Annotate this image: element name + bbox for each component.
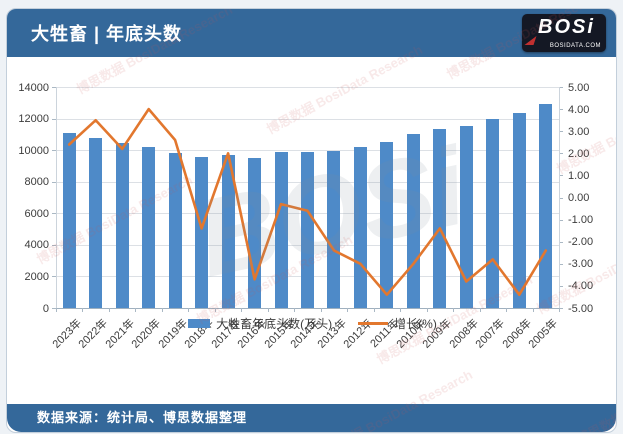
bar-2011年 — [380, 141, 394, 308]
y-axis-tick-label: 8000 — [24, 176, 49, 189]
data-source-text: 数据来源：统计局、博思数据整理 — [37, 410, 248, 425]
y-axis-tick — [52, 276, 56, 278]
logo-caption: BOSIDATA.COM — [549, 43, 601, 49]
secondary-y-tick-label: -2.00 — [568, 236, 594, 249]
chart: 0 2000 4000 6000 8000 10000 12000 14000 -5.00 -4.… — [7, 57, 616, 404]
legend-swatch-bar — [188, 319, 211, 328]
y-axis-tick-label: 0 — [42, 302, 49, 315]
bar-2014年 — [301, 151, 314, 308]
y-axis-tick — [52, 181, 56, 183]
y-axis-tick — [52, 213, 56, 215]
x-axis-tick — [479, 308, 481, 312]
y-axis-tick-label: 10000 — [18, 144, 49, 157]
secondary-y-tick — [559, 109, 563, 111]
y-axis-tick-label: 6000 — [24, 207, 49, 220]
footer: 数据来源：统计局、博思数据整理 — [7, 404, 616, 432]
secondary-y-tick — [559, 87, 563, 88]
x-axis-tick — [267, 308, 269, 312]
legend-label-line: 增长(%) — [394, 317, 437, 331]
secondary-y-tick-label: -1.00 — [568, 214, 594, 227]
x-axis-tick — [373, 308, 375, 312]
x-axis-tick — [320, 308, 322, 312]
growth-line-series — [67, 107, 548, 296]
secondary-y-tick — [559, 263, 563, 265]
bar-2010年 — [406, 134, 420, 308]
logo-text: BOSi — [538, 16, 595, 38]
secondary-y-tick — [559, 308, 563, 309]
secondary-y-tick — [559, 241, 563, 243]
x-axis-tick — [241, 308, 243, 312]
bar-2017年 — [221, 154, 235, 308]
x-axis-tick — [506, 308, 508, 312]
gridline — [56, 150, 559, 152]
secondary-y-tick-label: 3.00 — [568, 125, 590, 138]
x-axis-tick — [82, 308, 84, 312]
secondary-y-tick — [559, 219, 563, 221]
gridline — [56, 87, 559, 88]
chart-legend: 大牲畜年底头数(万头) 增长(%) — [7, 315, 616, 332]
legend-item-line: 增长(%) — [358, 315, 437, 332]
x-axis-tick — [108, 308, 110, 312]
x-axis-tick — [161, 308, 163, 312]
y-axis-tick — [52, 308, 56, 309]
brand-logo: BOSi BOSIDATA.COM — [522, 14, 606, 52]
secondary-y-tick-label: 4.00 — [568, 103, 590, 116]
x-axis-tick — [294, 308, 296, 312]
secondary-y-tick — [559, 285, 563, 287]
bar-2013年 — [327, 150, 341, 308]
y-axis-tick — [52, 244, 56, 246]
secondary-y-tick-label: 0.00 — [568, 192, 590, 204]
y-axis-line — [56, 87, 57, 308]
x-axis-tick — [347, 308, 349, 312]
x-axis-tick — [188, 308, 190, 312]
secondary-y-axis-line — [559, 87, 560, 308]
report-frame: 大牲畜 | 年底头数 BOSi BOSIDATA.COM 0 2000 4000 60… — [6, 8, 617, 433]
legend-swatch-line — [358, 322, 389, 325]
bar-2006年 — [512, 113, 526, 308]
secondary-y-tick-label: -5.00 — [568, 302, 594, 315]
secondary-y-tick — [559, 197, 563, 199]
bar-2015年 — [274, 152, 288, 308]
y-axis-tick — [52, 150, 56, 152]
bar-2022年 — [89, 137, 103, 308]
y-axis-tick — [52, 118, 56, 120]
x-axis-tick — [135, 308, 137, 312]
secondary-y-tick-label: -3.00 — [568, 258, 594, 271]
secondary-y-tick — [559, 131, 563, 133]
y-axis-tick-label: 4000 — [24, 239, 49, 252]
secondary-y-tick — [559, 175, 563, 177]
bar-2018年 — [195, 156, 209, 308]
secondary-y-tick-label: 2.00 — [568, 147, 590, 160]
x-axis-tick — [400, 308, 402, 312]
bar-2009年 — [433, 128, 447, 308]
bar-2019年 — [168, 152, 182, 308]
x-axis-tick — [453, 308, 455, 312]
secondary-y-tick-label: -4.00 — [568, 280, 594, 293]
x-axis-tick — [426, 308, 428, 312]
page-title: 大牲畜 | 年底头数 — [31, 24, 183, 44]
legend-item-bar: 大牲畜年底头数(万头) — [188, 315, 332, 332]
y-axis-tick-label: 2000 — [24, 270, 49, 283]
x-axis-tick — [214, 308, 216, 312]
secondary-y-tick-label: 1.00 — [568, 169, 590, 182]
legend-label-bar: 大牲畜年底头数(万头) — [216, 317, 333, 331]
bar-2023年 — [62, 133, 76, 308]
y-axis-tick-label: 14000 — [18, 81, 49, 94]
x-axis-tick — [559, 308, 560, 312]
x-axis-line — [56, 308, 560, 309]
gridline — [56, 118, 559, 120]
secondary-y-tick — [559, 153, 563, 155]
logo-accent-icon — [524, 36, 537, 45]
bar-2008年 — [459, 126, 473, 308]
x-axis-tick — [532, 308, 534, 312]
secondary-y-tick-label: 5.00 — [568, 81, 590, 94]
y-axis-tick — [52, 87, 56, 88]
x-axis-tick — [56, 308, 57, 312]
bar-2020年 — [142, 146, 156, 308]
bar-2021年 — [115, 143, 129, 308]
header: 大牲畜 | 年底头数 BOSi BOSIDATA.COM — [7, 9, 616, 57]
y-axis-tick-label: 12000 — [18, 113, 49, 126]
